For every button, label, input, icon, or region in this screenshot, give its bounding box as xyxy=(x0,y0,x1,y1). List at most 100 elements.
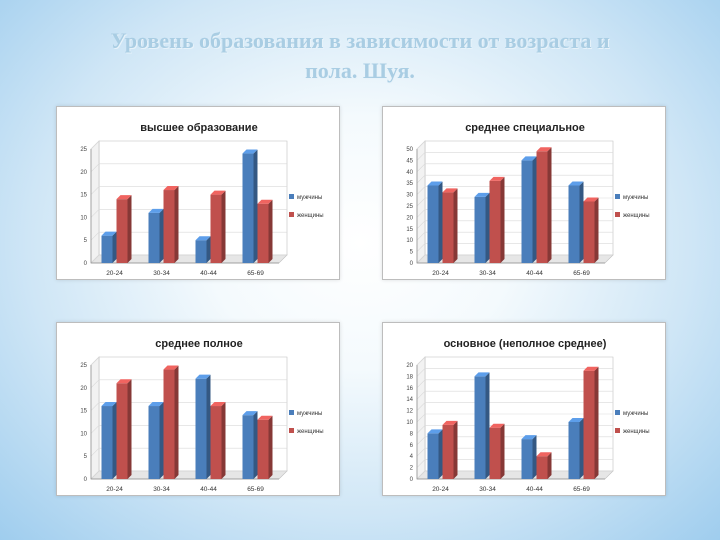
bar-side xyxy=(159,402,164,479)
bar-side xyxy=(532,156,537,263)
y-tick-label: 5 xyxy=(84,238,88,244)
page-title-line2: пола. Шуя. xyxy=(305,58,415,83)
legend-swatch xyxy=(615,410,620,415)
legend-swatch xyxy=(289,212,294,217)
gridline xyxy=(416,425,613,434)
x-tick-label: 40-44 xyxy=(526,486,543,493)
y-tick-label: 0 xyxy=(410,477,414,483)
bar-front xyxy=(583,201,595,263)
bar-front xyxy=(101,406,113,479)
x-tick-label: 20-24 xyxy=(432,486,449,493)
x-tick-label: 20-24 xyxy=(432,270,449,277)
legend-swatch xyxy=(289,428,294,433)
y-tick-label: 15 xyxy=(406,227,413,233)
bar-men xyxy=(427,181,443,263)
bar-men xyxy=(474,372,490,479)
bar-side xyxy=(547,452,552,479)
y-tick-label: 10 xyxy=(80,431,87,437)
bar-side xyxy=(438,181,443,263)
bar-top xyxy=(474,192,490,197)
side-wall xyxy=(90,140,100,264)
gridline xyxy=(416,379,613,389)
bar-women xyxy=(583,366,599,479)
bar-top xyxy=(536,147,552,152)
y-tick-label: 5 xyxy=(410,250,414,256)
page-title-line1: Уровень образования в зависимости от воз… xyxy=(110,28,610,53)
bar-front xyxy=(521,439,533,479)
bar-women xyxy=(257,415,273,479)
legend-label: женщины xyxy=(297,429,324,435)
bar-front xyxy=(442,192,454,263)
bar-women xyxy=(257,199,273,263)
y-tick-label: 20 xyxy=(80,170,87,176)
bar-side xyxy=(268,199,273,263)
y-tick-label: 18 xyxy=(406,374,413,380)
bar-side xyxy=(221,190,226,263)
y-tick-label: 5 xyxy=(84,454,88,460)
gridline xyxy=(416,413,613,423)
bar-side xyxy=(159,208,164,263)
bar-top xyxy=(489,423,505,428)
gridline xyxy=(416,368,613,377)
legend-swatch xyxy=(615,428,620,433)
gridline xyxy=(90,379,287,389)
x-tick-label: 30-34 xyxy=(153,486,170,493)
y-tick-label: 10 xyxy=(406,420,413,426)
bar-top xyxy=(521,156,537,161)
bar-side xyxy=(112,402,117,479)
x-tick-label: 20-24 xyxy=(106,270,123,277)
legend-swatch xyxy=(615,194,620,199)
bar-top xyxy=(489,176,505,181)
legend-swatch xyxy=(289,194,294,199)
bar-men xyxy=(101,231,117,263)
chart-svg: высшее образование 0 5 10 15 20 25 20-24 30-34 40… xyxy=(80,122,323,277)
bar-top xyxy=(257,199,273,204)
bar-women xyxy=(163,186,179,263)
y-tick-label: 40 xyxy=(406,170,413,176)
bar-men xyxy=(242,149,258,263)
bar-side xyxy=(127,195,132,263)
x-tick-label: 30-34 xyxy=(153,270,170,277)
bar-side xyxy=(127,379,132,479)
x-tick-label: 65-69 xyxy=(247,486,264,493)
bar-front xyxy=(257,203,269,263)
bar-women xyxy=(116,195,132,263)
bar-top xyxy=(116,195,132,200)
bar-women xyxy=(442,188,458,263)
bar-side xyxy=(485,192,490,263)
bar-front xyxy=(195,378,207,479)
legend-label: мужчины xyxy=(623,195,648,201)
y-tick-label: 35 xyxy=(406,181,413,187)
gridline xyxy=(90,163,287,173)
bar-front xyxy=(568,422,580,479)
bar-front xyxy=(427,433,439,479)
y-tick-label: 10 xyxy=(406,238,413,244)
bar-men xyxy=(568,418,584,479)
legend-label: мужчины xyxy=(297,411,322,417)
bar-side xyxy=(594,366,599,479)
bar-men xyxy=(242,411,258,479)
bar-women xyxy=(489,176,505,263)
legend-swatch xyxy=(289,410,294,415)
bar-front xyxy=(116,199,128,263)
bar-front xyxy=(148,406,160,479)
bar-women xyxy=(536,452,552,479)
bar-front xyxy=(442,424,454,479)
bar-women xyxy=(536,147,552,263)
y-tick-label: 6 xyxy=(410,443,414,449)
y-tick-label: 25 xyxy=(80,363,87,369)
bar-front xyxy=(489,427,501,479)
bar-side xyxy=(206,374,211,479)
y-tick-label: 20 xyxy=(80,386,87,392)
bar-top xyxy=(242,411,258,416)
y-tick-label: 20 xyxy=(406,215,413,221)
x-tick-label: 65-69 xyxy=(573,270,590,277)
bar-side xyxy=(547,147,552,263)
bar-top xyxy=(583,197,599,202)
y-tick-label: 10 xyxy=(80,215,87,221)
bar-top xyxy=(568,418,584,422)
bar-top xyxy=(210,402,226,407)
bar-top xyxy=(536,452,552,457)
chart-title: среднее специальное xyxy=(465,122,585,134)
bar-men xyxy=(568,181,584,263)
